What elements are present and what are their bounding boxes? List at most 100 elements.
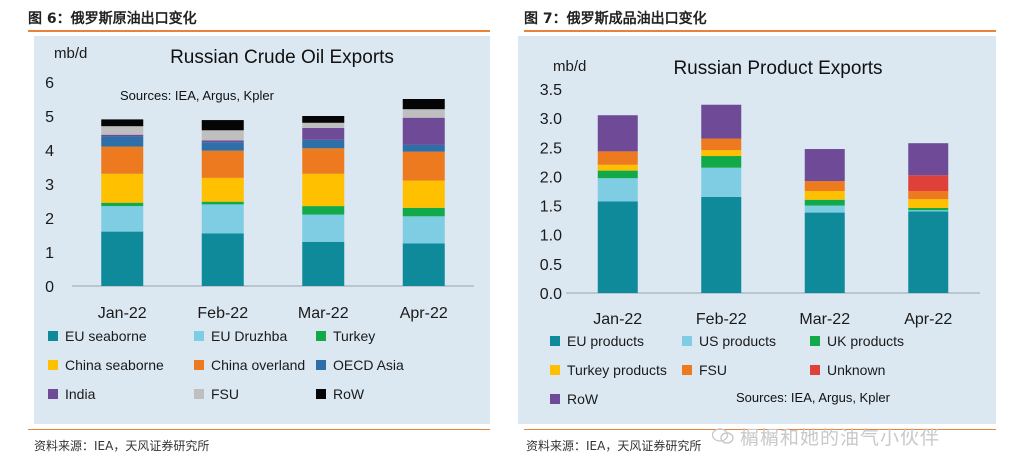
bar-segment <box>101 202 144 207</box>
legend-swatch <box>48 331 58 341</box>
figure-6-bottom-rule <box>28 429 490 430</box>
bar-segment <box>908 211 949 293</box>
bar-segment <box>101 173 144 203</box>
legend-swatch <box>550 365 560 375</box>
y-tick-label: 3 <box>45 177 54 194</box>
bar-segment <box>201 142 244 151</box>
bar-segment <box>701 150 742 157</box>
bar-segment <box>804 149 845 182</box>
legend-label: RoW <box>567 391 599 407</box>
y-tick-label: 1.5 <box>540 199 562 216</box>
x-tick-label: Mar-22 <box>799 311 850 328</box>
legend-swatch <box>316 360 326 370</box>
legend-swatch <box>682 365 692 375</box>
bar-segment <box>402 117 445 145</box>
y-tick-label: 1 <box>45 245 54 262</box>
bar-segment <box>804 191 845 200</box>
bar-segment <box>701 156 742 168</box>
bar-segment <box>201 130 244 141</box>
y-tick-label: 2 <box>45 211 54 228</box>
bar-segment <box>908 191 949 200</box>
bar-segment <box>701 196 742 293</box>
bar-segment <box>201 150 244 178</box>
x-tick-label: Jan-22 <box>98 305 147 322</box>
x-tick-label: Jan-22 <box>593 311 642 328</box>
bar-segment <box>402 216 445 244</box>
bar-segment <box>908 199 949 208</box>
x-tick-label: Mar-22 <box>298 305 349 322</box>
figure-6-title: 图 6：俄罗斯原油出口变化 <box>28 11 197 27</box>
bar-segment <box>101 126 144 135</box>
watermark-text: 榍榍和她的油气小伙伴 <box>740 427 941 449</box>
legend-label: Turkey <box>333 328 375 344</box>
legend-swatch <box>316 389 326 399</box>
x-tick-label: Apr-22 <box>400 305 448 322</box>
bar-segment <box>402 243 445 286</box>
bar-segment <box>302 173 345 207</box>
bar-segment <box>597 115 638 152</box>
legend-label: China seaborne <box>65 357 164 373</box>
y-tick-label: 3.5 <box>540 82 562 99</box>
figure-7-source: 资料来源：IEA，天风证券研究所 <box>526 439 702 453</box>
legend-swatch <box>682 336 692 346</box>
legend-label: China overland <box>211 357 305 373</box>
bar-segment <box>402 151 445 181</box>
bar-segment <box>402 144 445 152</box>
bar-segment <box>302 122 345 128</box>
bar-segment <box>302 148 345 174</box>
legend-label: US products <box>699 333 776 349</box>
bar-segment <box>804 212 845 293</box>
bar-segment <box>597 151 638 165</box>
y-tick-label: 0.5 <box>540 257 562 274</box>
legend-swatch <box>810 336 820 346</box>
bar-segment <box>101 136 144 147</box>
bar-segment <box>201 201 244 205</box>
bar-segment <box>201 120 244 131</box>
bar-segment <box>908 175 949 191</box>
y-tick-label: 1.0 <box>540 228 562 245</box>
y-axis-unit-label: mb/d <box>553 58 586 75</box>
bar-segment <box>201 140 244 143</box>
bar-segment <box>402 99 445 110</box>
y-tick-label: 0 <box>45 279 54 296</box>
bar-segment <box>201 204 244 234</box>
product-exports-chart: 0.0 0.5 1.0 1.5 2.0 2.5 3.0 3.5 Jan-22 Feb-22 Mar-… <box>518 36 996 424</box>
bar-segment <box>597 201 638 293</box>
bar-segment <box>201 233 244 286</box>
y-tick-label: 4 <box>45 143 54 160</box>
chart-title: Russian Product Exports <box>673 58 882 79</box>
legend-swatch <box>550 336 560 346</box>
bar-segment <box>701 104 742 139</box>
x-tick-label: Feb-22 <box>696 311 747 328</box>
bar-segment <box>201 177 244 202</box>
x-tick-label: Apr-22 <box>904 311 952 328</box>
legend-label: FSU <box>699 362 727 378</box>
legend-swatch <box>194 360 204 370</box>
bar-segment <box>302 127 345 140</box>
bar-segment <box>701 167 742 197</box>
bar-segment <box>804 181 845 191</box>
y-tick-label: 0.0 <box>540 286 562 303</box>
bar-segment <box>908 143 949 176</box>
bar-segment <box>908 210 949 212</box>
bar-segment <box>302 214 345 242</box>
y-tick-label: 6 <box>45 75 54 92</box>
bar-segment <box>402 180 445 208</box>
figure-7-title: 图 7：俄罗斯成品油出口变化 <box>524 11 707 27</box>
bar-segment <box>302 116 345 123</box>
bar-segment <box>302 241 345 286</box>
legend-label: India <box>65 386 96 402</box>
legend-swatch <box>48 389 58 399</box>
legend-swatch <box>194 389 204 399</box>
y-tick-label: 2.5 <box>540 140 562 157</box>
legend-label: FSU <box>211 386 239 402</box>
y-tick-label: 2.0 <box>540 169 562 186</box>
bar-segment <box>101 146 144 174</box>
bar-segment <box>302 206 345 215</box>
legend-label: UK products <box>827 333 904 349</box>
legend-swatch <box>194 331 204 341</box>
bar-segment <box>804 199 845 206</box>
x-tick-label: Feb-22 <box>197 305 248 322</box>
y-tick-label: 3.0 <box>540 111 562 128</box>
bar-segment <box>908 207 949 211</box>
